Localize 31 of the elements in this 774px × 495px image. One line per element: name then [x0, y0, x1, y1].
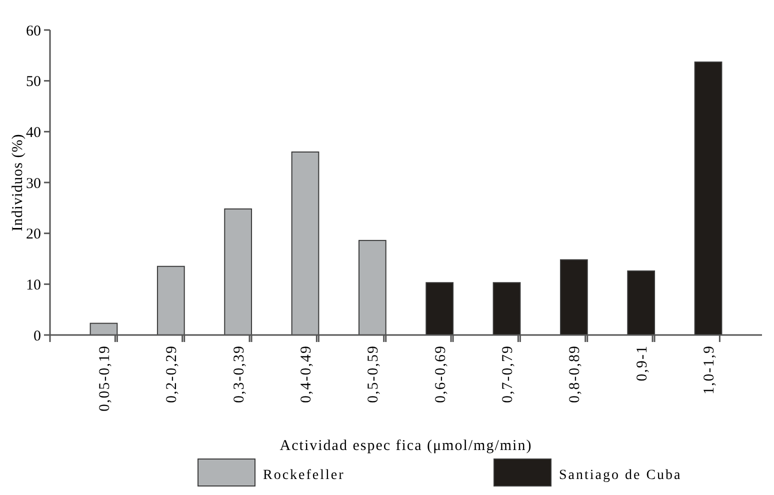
x-tick-label: 0,5-0,59 — [366, 345, 382, 403]
x-tick-label: 1,0-1,9 — [702, 345, 718, 394]
x-tick-label: 0,7-0,79 — [500, 345, 516, 403]
bar — [358, 240, 386, 336]
x-tick-label: 0,05-0,19 — [96, 345, 113, 412]
y-tick-label: 10 — [26, 277, 41, 294]
bar — [291, 152, 320, 336]
y-tick-label: 20 — [26, 226, 41, 243]
bar — [224, 208, 252, 336]
legend-label: Rockefeller — [263, 468, 345, 483]
y-tick-label: 50 — [26, 74, 41, 90]
x-tick-label: 0,3-0,39 — [231, 345, 248, 403]
x-axis-title: Actividad espec fica (μmol/mg/min) — [280, 438, 532, 454]
bar — [560, 259, 588, 336]
x-tick-label: 0,6-0,69 — [432, 345, 449, 403]
bar — [426, 282, 454, 336]
x-tick-label: 0,4-0,49 — [298, 345, 314, 403]
y-tick-label: 30 — [26, 176, 41, 192]
bar — [694, 62, 722, 336]
bar — [156, 266, 185, 336]
bar — [90, 322, 118, 336]
y-tick-label: 40 — [26, 124, 41, 141]
y-tick-label: 0 — [34, 328, 41, 344]
bar — [627, 270, 656, 336]
y-axis-title: Individuos (%) — [10, 134, 26, 232]
bar — [492, 282, 521, 336]
x-tick-label: 0,8-0,89 — [567, 345, 584, 403]
legend-label: Santiago de Cuba — [559, 468, 682, 483]
x-tick-label: 0,2-0,29 — [164, 345, 180, 403]
y-tick-label: 60 — [26, 23, 41, 40]
x-tick-label: 0,9-1 — [634, 345, 650, 382]
